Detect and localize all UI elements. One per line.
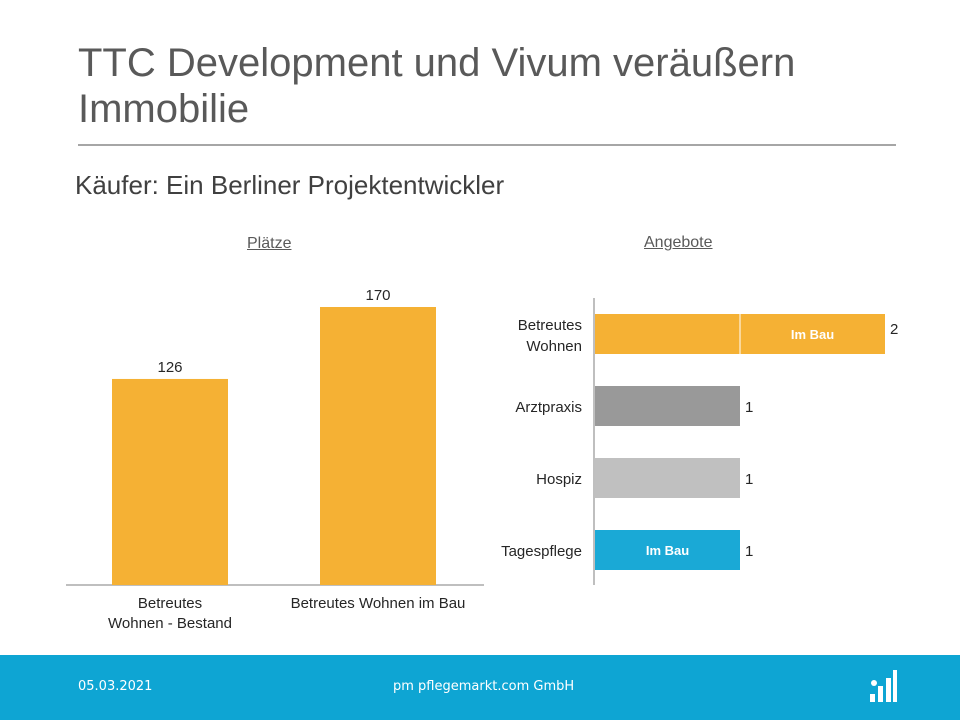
- offers-segment-label: Im Bau: [791, 327, 834, 342]
- footer-bar: 05.03.2021 pm pflegemarkt.com GmbH: [0, 655, 960, 720]
- offers-bar-segment: [595, 386, 740, 426]
- offers-bar-chart: Im Bau 2 Betreutes Wohnen 1 Arztpraxis 1 Hospiz…: [501, 298, 898, 585]
- footer-company: pm pflegemarkt.com GmbH: [393, 679, 575, 694]
- places-category-label: Betreutes Wohnen im Bau: [291, 595, 466, 612]
- offers-category-label: Hospiz: [536, 471, 582, 488]
- places-data-label: 170: [365, 287, 390, 304]
- offers-category-label: Betreutes Wohnen: [518, 317, 582, 355]
- offers-data-label: 1: [745, 471, 753, 488]
- offers-data-label: 1: [745, 543, 753, 560]
- offers-bar-segment: [595, 458, 740, 498]
- pflegemarkt-logo-icon: [870, 670, 897, 702]
- places-category-label: Betreutes Wohnen - Bestand: [108, 595, 232, 632]
- offers-data-label: 2: [890, 321, 898, 338]
- title-divider: [78, 144, 896, 146]
- places-chart-title: Plätze: [247, 235, 292, 252]
- slide-title: TTC Development und Vivum veräußern Immo…: [78, 41, 796, 131]
- slide-subtitle: Käufer: Ein Berliner Projektentwickler: [75, 170, 505, 200]
- offers-chart-title: Angebote: [644, 234, 713, 251]
- offers-bar-segment: [595, 530, 740, 570]
- places-bar: [320, 307, 436, 585]
- offers-bar-segment: [740, 314, 885, 354]
- offers-category-label: Tagespflege: [501, 543, 582, 560]
- places-data-label: 126: [157, 359, 182, 376]
- offers-segment-label: Im Bau: [646, 543, 689, 558]
- offers-bar-segment: [595, 314, 740, 354]
- offers-data-label: 1: [745, 399, 753, 416]
- offers-category-label: Arztpraxis: [515, 399, 582, 416]
- places-bar: [112, 378, 228, 585]
- footer-date: 05.03.2021: [78, 679, 153, 694]
- places-bar-chart: 126 Betreutes Wohnen - Bestand 170 Betreutes…: [66, 287, 484, 632]
